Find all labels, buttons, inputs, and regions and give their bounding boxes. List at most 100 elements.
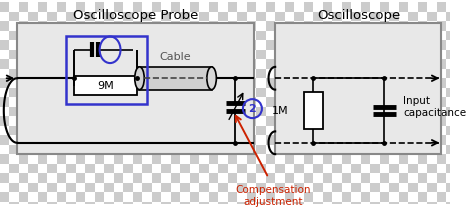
Bar <box>427 2 437 12</box>
Bar <box>66 78 76 88</box>
Bar <box>9 183 19 192</box>
Bar <box>209 135 218 145</box>
Bar <box>104 164 114 173</box>
Bar <box>190 135 199 145</box>
Bar <box>0 192 9 202</box>
Bar <box>408 192 418 202</box>
Bar <box>237 88 247 97</box>
Bar <box>142 183 152 192</box>
Bar <box>332 116 342 126</box>
Bar <box>190 145 199 154</box>
Bar <box>123 21 133 31</box>
Bar <box>161 183 171 192</box>
Bar <box>114 116 123 126</box>
Bar <box>380 135 389 145</box>
Bar <box>399 107 408 116</box>
Bar <box>313 69 323 78</box>
Bar <box>247 59 256 69</box>
Bar <box>104 40 114 50</box>
Bar <box>294 183 304 192</box>
Bar <box>161 97 171 107</box>
Bar <box>446 31 456 40</box>
Bar <box>446 2 456 12</box>
Bar <box>19 126 28 135</box>
Bar <box>285 173 294 183</box>
Bar <box>28 145 38 154</box>
Bar <box>275 78 285 88</box>
Bar <box>161 202 171 211</box>
Bar <box>114 50 123 59</box>
Bar <box>247 192 256 202</box>
Bar <box>351 69 361 78</box>
Bar <box>256 69 266 78</box>
Bar <box>152 145 161 154</box>
Bar <box>28 2 38 12</box>
Bar <box>266 59 275 69</box>
Bar <box>332 107 342 116</box>
Bar <box>361 107 370 116</box>
Bar <box>19 69 28 78</box>
Bar <box>9 116 19 126</box>
Bar <box>323 183 332 192</box>
Bar <box>152 107 161 116</box>
Bar <box>66 12 76 21</box>
Bar <box>152 50 161 59</box>
Bar <box>228 135 237 145</box>
Bar <box>380 97 389 107</box>
Bar <box>351 50 361 59</box>
Bar <box>247 12 256 21</box>
Bar <box>446 173 456 183</box>
Bar <box>332 202 342 211</box>
Bar <box>418 88 427 97</box>
Bar <box>256 173 266 183</box>
Bar <box>199 69 209 78</box>
Bar <box>209 202 218 211</box>
Bar <box>294 192 304 202</box>
Bar <box>123 50 133 59</box>
Bar <box>446 69 456 78</box>
Bar <box>266 12 275 21</box>
Bar <box>285 135 294 145</box>
Bar <box>9 145 19 154</box>
Bar <box>237 2 247 12</box>
Bar <box>237 135 247 145</box>
Bar <box>123 31 133 40</box>
Bar <box>427 88 437 97</box>
Bar <box>161 59 171 69</box>
Bar <box>47 173 57 183</box>
Bar <box>427 40 437 50</box>
Bar <box>142 116 152 126</box>
Bar <box>342 126 351 135</box>
Bar <box>38 40 47 50</box>
Bar <box>408 31 418 40</box>
Bar <box>85 40 95 50</box>
Bar <box>418 192 427 202</box>
Bar <box>408 78 418 88</box>
Bar <box>199 116 209 126</box>
Bar <box>237 12 247 21</box>
Bar <box>266 21 275 31</box>
Bar <box>446 116 456 126</box>
Bar <box>408 12 418 21</box>
Bar <box>275 126 285 135</box>
Bar <box>285 126 294 135</box>
Bar <box>275 107 285 116</box>
Bar <box>171 126 180 135</box>
Bar <box>427 31 437 40</box>
Bar <box>114 88 123 97</box>
Bar <box>19 192 28 202</box>
Bar <box>437 126 446 135</box>
Bar <box>38 107 47 116</box>
Bar <box>171 88 180 97</box>
Bar <box>285 40 294 50</box>
Bar <box>313 2 323 12</box>
Bar <box>9 69 19 78</box>
Bar <box>133 21 142 31</box>
Bar <box>190 78 199 88</box>
Bar <box>408 116 418 126</box>
Bar <box>180 116 190 126</box>
Bar <box>228 145 237 154</box>
Bar <box>332 50 342 59</box>
Bar <box>47 107 57 116</box>
Bar <box>199 40 209 50</box>
